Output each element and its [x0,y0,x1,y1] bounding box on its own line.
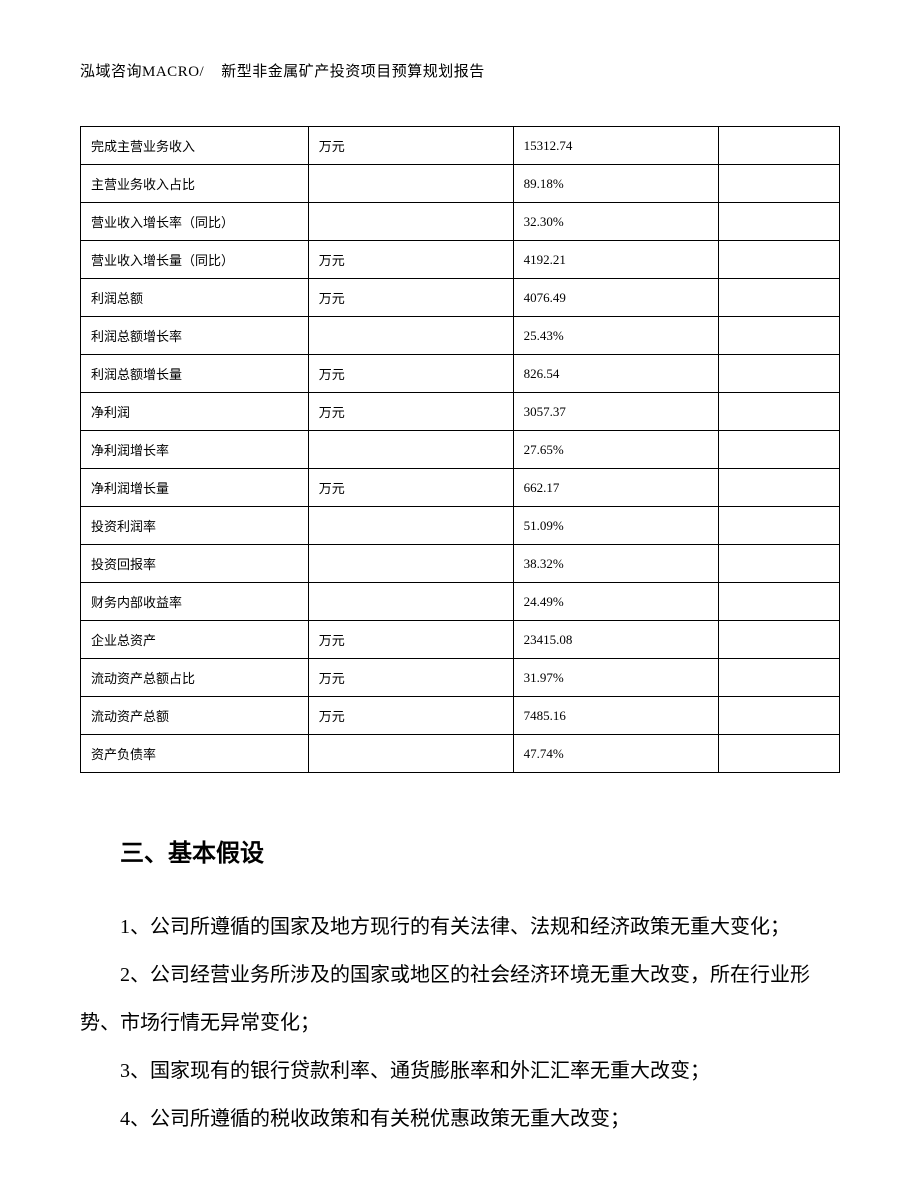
table-row: 利润总额增长量万元826.54 [81,355,840,393]
table-cell-unit [308,507,513,545]
table-cell-value: 25.43% [513,317,718,355]
section-heading: 三、基本假设 [120,833,840,868]
table-row: 净利润增长量万元662.17 [81,469,840,507]
table-cell-extra [718,621,839,659]
table-cell-label: 利润总额增长率 [81,317,309,355]
table-cell-unit: 万元 [308,697,513,735]
table-cell-unit: 万元 [308,393,513,431]
table-cell-label: 净利润 [81,393,309,431]
table-cell-value: 89.18% [513,165,718,203]
table-row: 投资回报率 38.32% [81,545,840,583]
table-cell-extra [718,279,839,317]
table-row: 营业收入增长量（同比）万元4192.21 [81,241,840,279]
table-cell-label: 净利润增长量 [81,469,309,507]
table-cell-extra [718,583,839,621]
table-cell-extra [718,203,839,241]
table-cell-unit: 万元 [308,127,513,165]
table-cell-value: 31.97% [513,659,718,697]
table-cell-unit: 万元 [308,355,513,393]
table-cell-label: 营业收入增长率（同比） [81,203,309,241]
table-cell-label: 企业总资产 [81,621,309,659]
table-cell-label: 投资回报率 [81,545,309,583]
table-cell-label: 投资利润率 [81,507,309,545]
table-row: 企业总资产万元23415.08 [81,621,840,659]
table-cell-label: 营业收入增长量（同比） [81,241,309,279]
body-paragraph: 4、公司所遵循的税收政策和有关税优惠政策无重大改变； [80,1095,840,1143]
table-row: 净利润增长率 27.65% [81,431,840,469]
table-cell-value: 24.49% [513,583,718,621]
table-cell-extra [718,507,839,545]
section-body: 1、公司所遵循的国家及地方现行的有关法律、法规和经济政策无重大变化；2、公司经营… [80,903,840,1143]
table-cell-unit: 万元 [308,659,513,697]
table-cell-extra [718,545,839,583]
table-row: 利润总额增长率 25.43% [81,317,840,355]
table-cell-extra [718,659,839,697]
table-cell-value: 23415.08 [513,621,718,659]
page-header: 泓域咨询MACRO/ 新型非金属矿产投资项目预算规划报告 [80,60,840,81]
table-cell-value: 27.65% [513,431,718,469]
table-row: 营业收入增长率（同比） 32.30% [81,203,840,241]
table-cell-value: 826.54 [513,355,718,393]
table-cell-value: 32.30% [513,203,718,241]
table-cell-unit [308,165,513,203]
table-cell-label: 资产负债率 [81,735,309,773]
table-cell-unit [308,583,513,621]
table-cell-unit: 万元 [308,469,513,507]
table-cell-unit [308,431,513,469]
table-cell-unit: 万元 [308,621,513,659]
header-title: 新型非金属矿产投资项目预算规划报告 [221,64,485,80]
table-cell-extra [718,317,839,355]
table-cell-value: 7485.16 [513,697,718,735]
table-cell-value: 15312.74 [513,127,718,165]
table-cell-unit: 万元 [308,241,513,279]
table-cell-value: 662.17 [513,469,718,507]
table-cell-value: 47.74% [513,735,718,773]
table-cell-label: 完成主营业务收入 [81,127,309,165]
table-cell-extra [718,165,839,203]
header-macro: MACRO/ [142,64,204,80]
table-cell-extra [718,735,839,773]
table-cell-extra [718,431,839,469]
table-cell-label: 流动资产总额占比 [81,659,309,697]
body-paragraph: 3、国家现有的银行贷款利率、通货膨胀率和外汇汇率无重大改变； [80,1047,840,1095]
body-paragraph: 2、公司经营业务所涉及的国家或地区的社会经济环境无重大改变，所在行业形势、市场行… [80,951,840,1047]
table-cell-value: 4076.49 [513,279,718,317]
table-cell-unit [308,317,513,355]
financial-table: 完成主营业务收入万元15312.74主营业务收入占比89.18%营业收入增长率（… [80,126,840,773]
header-company: 泓域咨询 [80,64,142,80]
table-cell-extra [718,697,839,735]
table-cell-unit [308,203,513,241]
table-row: 完成主营业务收入万元15312.74 [81,127,840,165]
table-row: 财务内部收益率 24.49% [81,583,840,621]
table-cell-extra [718,127,839,165]
table-cell-value: 38.32% [513,545,718,583]
table-row: 利润总额万元4076.49 [81,279,840,317]
table-row: 投资利润率 51.09% [81,507,840,545]
table-cell-value: 51.09% [513,507,718,545]
table-cell-label: 利润总额增长量 [81,355,309,393]
table-cell-label: 主营业务收入占比 [81,165,309,203]
table-row: 资产负债率 47.74% [81,735,840,773]
table-cell-label: 财务内部收益率 [81,583,309,621]
table-row: 主营业务收入占比 89.18% [81,165,840,203]
table-cell-label: 流动资产总额 [81,697,309,735]
table-row: 流动资产总额万元7485.16 [81,697,840,735]
table-cell-extra [718,241,839,279]
table-cell-extra [718,393,839,431]
table-cell-value: 3057.37 [513,393,718,431]
table-cell-label: 净利润增长率 [81,431,309,469]
table-cell-extra [718,469,839,507]
table-row: 净利润万元3057.37 [81,393,840,431]
table-cell-label: 利润总额 [81,279,309,317]
table-cell-unit [308,545,513,583]
table-cell-extra [718,355,839,393]
body-paragraph: 1、公司所遵循的国家及地方现行的有关法律、法规和经济政策无重大变化； [80,903,840,951]
table-cell-unit [308,735,513,773]
table-cell-unit: 万元 [308,279,513,317]
table-cell-value: 4192.21 [513,241,718,279]
table-row: 流动资产总额占比万元31.97% [81,659,840,697]
